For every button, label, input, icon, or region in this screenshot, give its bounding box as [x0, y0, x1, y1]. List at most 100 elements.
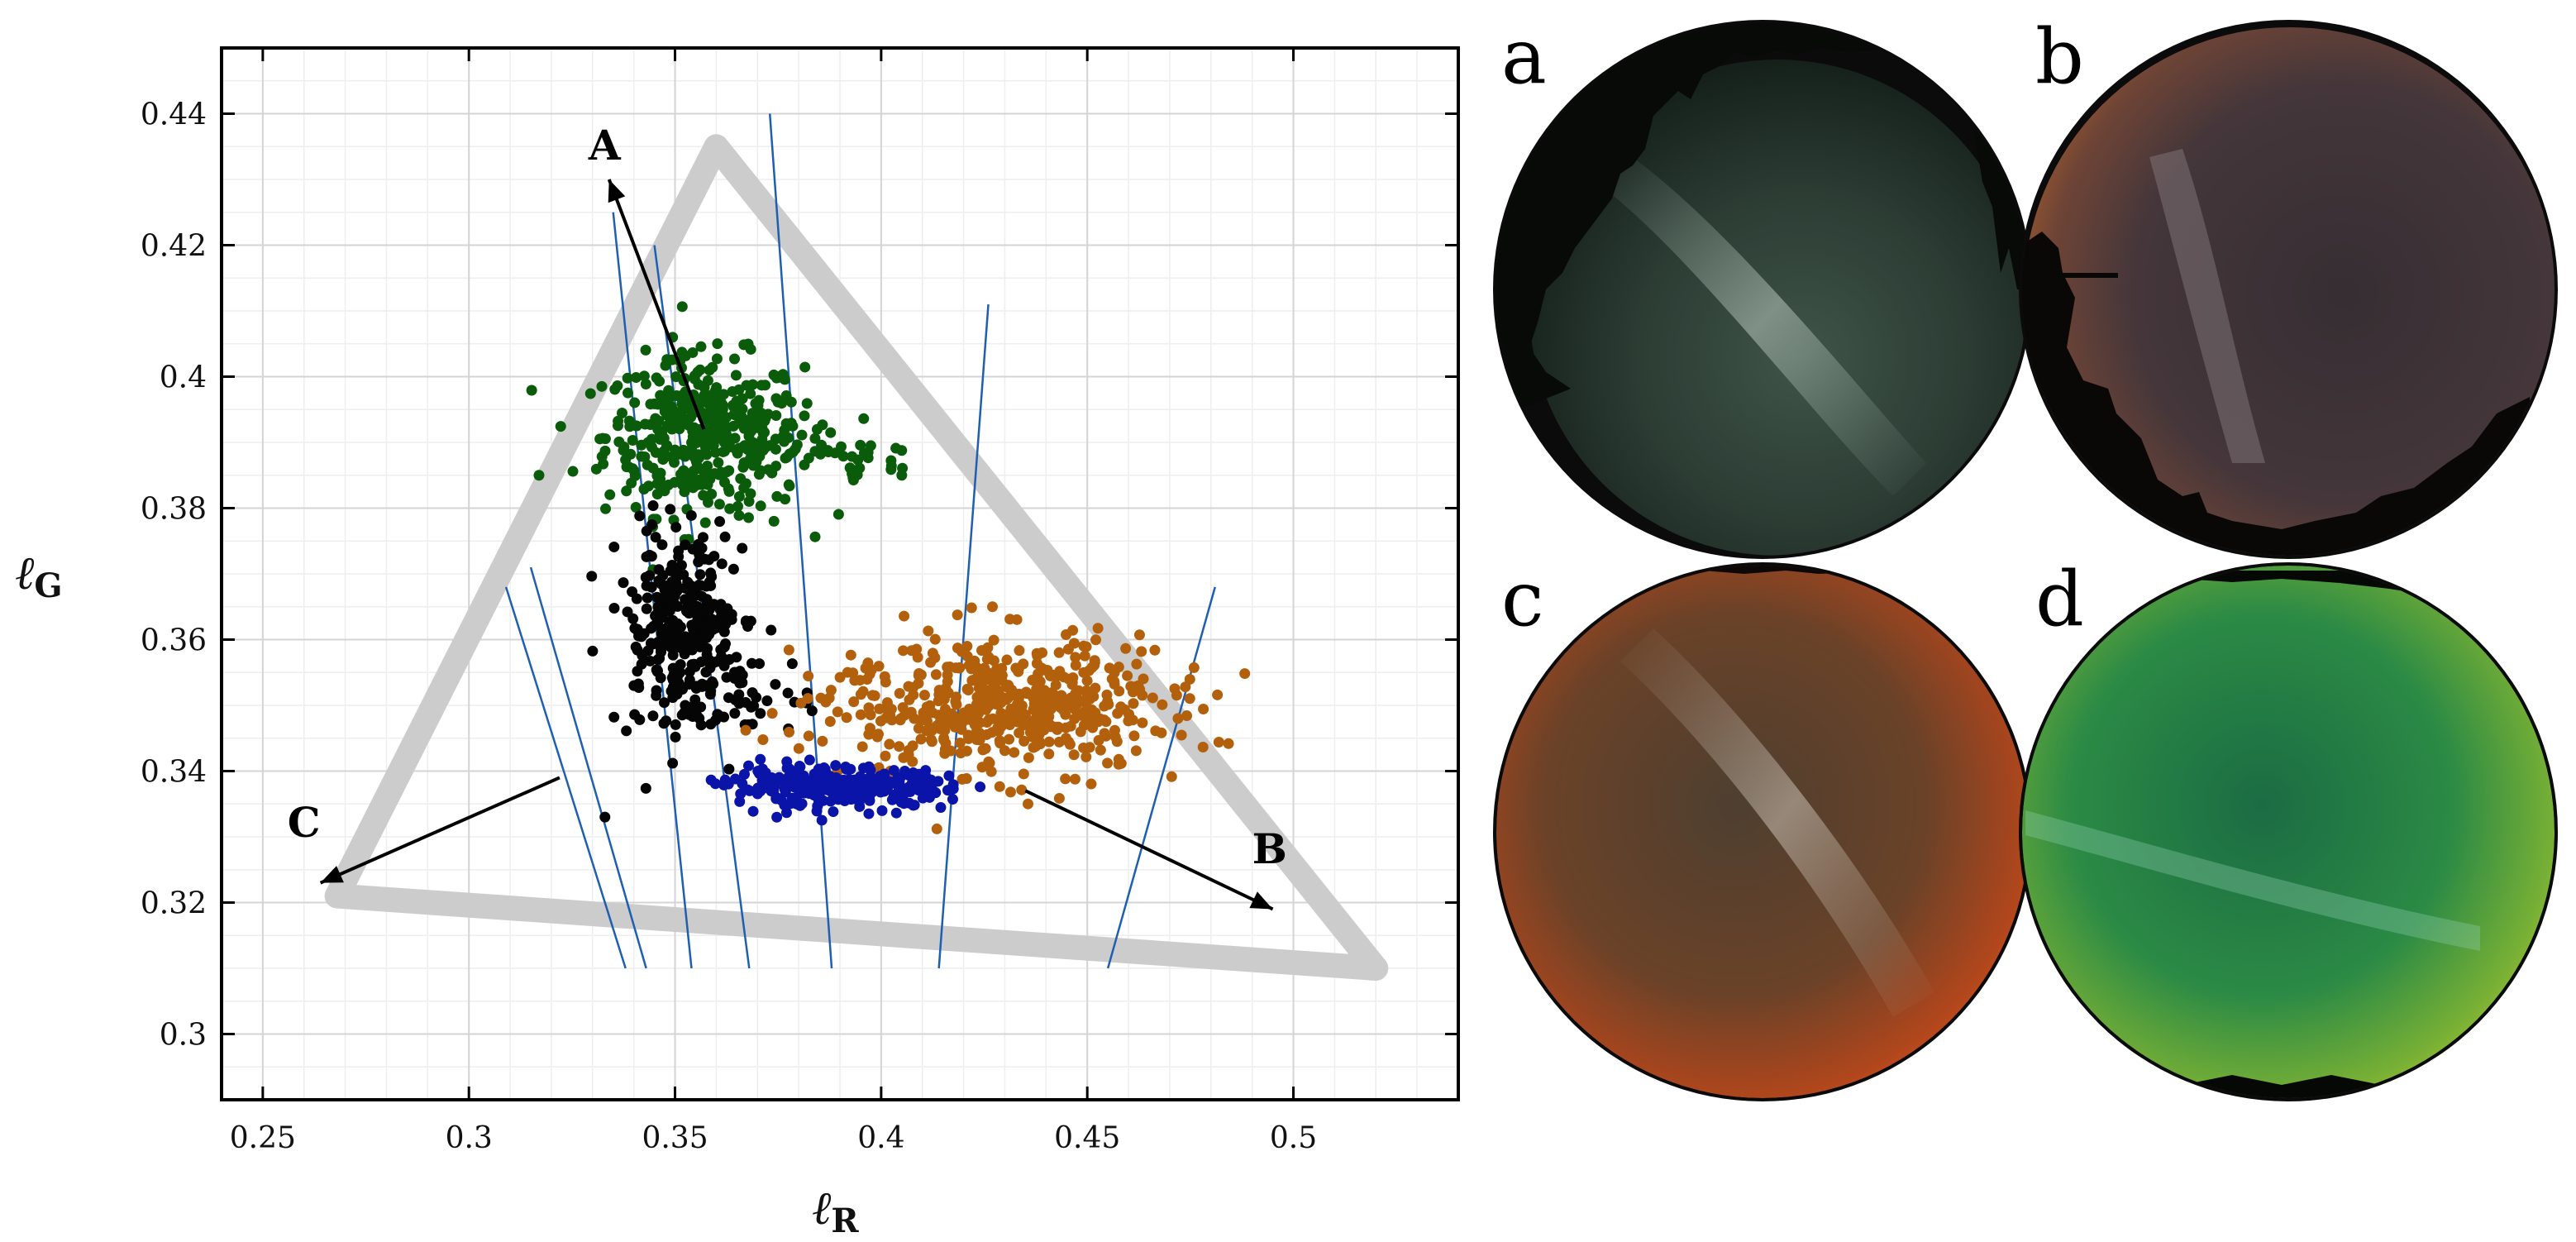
data-point — [744, 785, 756, 796]
data-point — [872, 728, 884, 740]
data-point — [780, 786, 791, 798]
data-point — [879, 671, 890, 682]
data-point — [1031, 647, 1042, 659]
data-point — [776, 398, 788, 409]
data-point — [980, 743, 991, 754]
data-point — [596, 380, 608, 392]
annotations: A B C — [288, 121, 1287, 911]
data-point — [689, 694, 701, 705]
photo-a: a — [1493, 12, 2032, 559]
data-point — [639, 418, 651, 430]
data-point — [942, 676, 953, 687]
data-point — [694, 569, 706, 580]
data-point — [621, 725, 632, 737]
data-point — [888, 765, 899, 776]
data-point — [1022, 715, 1033, 727]
data-point — [695, 701, 707, 713]
data-point — [1078, 742, 1090, 753]
data-point — [992, 699, 1004, 710]
data-point — [976, 670, 987, 681]
data-point — [782, 687, 794, 699]
tree-silhouette-a — [1496, 23, 2029, 413]
data-point — [702, 460, 713, 471]
data-point — [634, 510, 646, 522]
data-point — [781, 451, 793, 463]
data-point — [1134, 684, 1146, 695]
data-point — [817, 735, 828, 747]
data-point — [680, 447, 692, 459]
data-point — [641, 603, 652, 614]
data-point — [1090, 682, 1101, 694]
data-point — [651, 470, 663, 481]
data-point — [1060, 722, 1071, 733]
data-point — [837, 451, 849, 462]
data-point — [680, 539, 691, 551]
data-point — [641, 551, 652, 562]
data-point — [756, 407, 767, 418]
data-point — [927, 647, 938, 659]
data-point — [743, 495, 755, 507]
data-point — [1009, 747, 1020, 758]
data-point — [713, 469, 725, 480]
data-point — [832, 509, 844, 520]
data-point — [612, 380, 623, 392]
data-point — [743, 430, 755, 442]
data-point — [704, 399, 715, 411]
data-point — [685, 509, 697, 521]
data-point — [1068, 749, 1080, 761]
arrow-B-shaft — [1024, 789, 1274, 911]
data-point — [1147, 692, 1158, 704]
data-point — [685, 411, 697, 423]
data-point — [648, 398, 660, 409]
data-point — [711, 353, 723, 365]
data-point — [630, 502, 642, 514]
data-point — [626, 477, 637, 489]
data-point — [896, 445, 908, 456]
data-point — [804, 754, 815, 766]
data-point — [1078, 640, 1090, 652]
data-point — [894, 687, 905, 699]
data-point — [721, 671, 732, 683]
data-point — [670, 522, 682, 533]
data-point — [863, 808, 875, 819]
data-point — [806, 705, 818, 717]
data-point — [740, 724, 751, 736]
data-point — [1130, 745, 1142, 757]
data-point — [627, 613, 639, 624]
y-tick-label: 0.4 — [160, 361, 207, 395]
x-tick-label: 0.35 — [642, 1121, 708, 1155]
data-point — [777, 369, 789, 380]
data-point — [659, 697, 670, 709]
data-point — [799, 361, 811, 373]
data-point-outlier — [987, 601, 999, 613]
data-point — [938, 690, 950, 702]
data-point — [706, 614, 718, 625]
data-point — [670, 731, 681, 743]
data-point — [1070, 659, 1081, 671]
data-point — [702, 497, 713, 509]
data-point — [555, 421, 566, 432]
y-tick-label: 0.34 — [141, 756, 207, 790]
data-point — [1070, 652, 1081, 663]
data-point — [665, 451, 677, 463]
data-point — [723, 692, 734, 704]
data-point — [999, 745, 1010, 757]
series-blue-cluster — [705, 753, 986, 826]
data-point — [1069, 713, 1080, 724]
data-point — [913, 723, 924, 734]
data-point — [770, 443, 781, 455]
data-point — [947, 794, 958, 805]
data-point-outlier — [768, 515, 780, 527]
data-point — [714, 426, 726, 437]
data-point — [991, 663, 1003, 675]
data-point — [852, 454, 864, 466]
data-point — [755, 500, 766, 512]
data-point — [695, 341, 707, 352]
photo-c: c — [1493, 555, 2032, 1101]
data-point — [875, 771, 886, 782]
data-point — [825, 427, 837, 438]
data-point — [882, 781, 894, 793]
data-point — [975, 781, 986, 793]
data-point — [746, 701, 757, 713]
data-point — [801, 398, 813, 409]
